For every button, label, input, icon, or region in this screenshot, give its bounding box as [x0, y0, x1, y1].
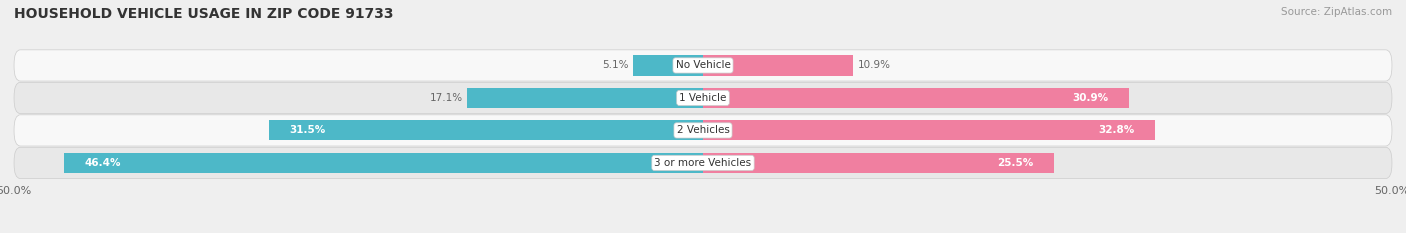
Text: 31.5%: 31.5%: [290, 125, 326, 135]
Bar: [703, 153, 1054, 173]
Text: Source: ZipAtlas.com: Source: ZipAtlas.com: [1281, 7, 1392, 17]
FancyBboxPatch shape: [14, 50, 1392, 81]
Text: 5.1%: 5.1%: [602, 60, 628, 70]
Text: 3 or more Vehicles: 3 or more Vehicles: [654, 158, 752, 168]
Text: 1 Vehicle: 1 Vehicle: [679, 93, 727, 103]
Text: 25.5%: 25.5%: [997, 158, 1033, 168]
Bar: [703, 88, 1129, 108]
Bar: [703, 120, 1154, 140]
Text: 46.4%: 46.4%: [84, 158, 121, 168]
Text: HOUSEHOLD VEHICLE USAGE IN ZIP CODE 91733: HOUSEHOLD VEHICLE USAGE IN ZIP CODE 9173…: [14, 7, 394, 21]
Bar: [703, 55, 853, 75]
Text: 17.1%: 17.1%: [430, 93, 463, 103]
FancyBboxPatch shape: [14, 82, 1392, 113]
FancyBboxPatch shape: [14, 115, 1392, 146]
Bar: [63, 153, 703, 173]
Bar: [467, 88, 703, 108]
Text: 10.9%: 10.9%: [858, 60, 890, 70]
Bar: [269, 120, 703, 140]
FancyBboxPatch shape: [14, 147, 1392, 178]
Bar: [633, 55, 703, 75]
Text: 32.8%: 32.8%: [1098, 125, 1135, 135]
Text: 2 Vehicles: 2 Vehicles: [676, 125, 730, 135]
Text: No Vehicle: No Vehicle: [675, 60, 731, 70]
Text: 30.9%: 30.9%: [1071, 93, 1108, 103]
